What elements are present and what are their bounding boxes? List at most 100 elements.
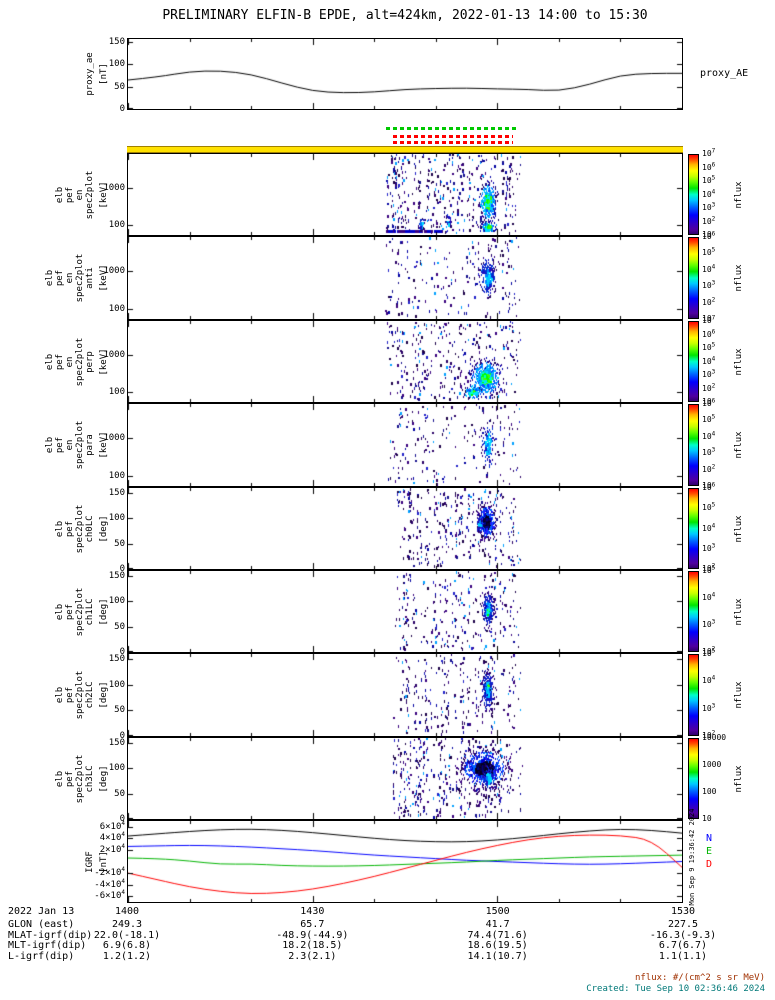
elb_pef_en_spec2plot-colorbar-tick: 107 [702,147,716,158]
elb_pef_spec2plot_ch1LC-panel [127,570,683,653]
elb_pef_en_spec2plot_para-colorbar-tick: 105 [702,413,716,425]
elb_pef_en_spec2plot-ylabel-word: spec2plot [85,170,95,219]
elb_pef_spec2plot_ch1LC-ylabel-unit: [deg] [99,597,109,626]
elb_pef_spec2plot_ch2LC-colorbar [688,654,699,736]
elb_pef_spec2plot_ch3LC-ylabel-word: pef [65,770,75,787]
elb_pef_en_spec2plot_perp-colorbar-tick: 106 [702,327,716,339]
ephemeris-row-value: -48.9(-44.9) [276,929,349,941]
ephemeris-row-value: 6.7(6.7) [658,940,708,951]
elb_pef_spec2plot_ch2LC-ytick-label: 0 [119,731,125,741]
elb_pef_spec2plot_ch3LC-colorbar-tick: 1000 [702,760,722,769]
elb_pef_spec2plot_ch3LC-ylabel-word: ch3LC [85,764,95,793]
igrf-ytick-label: -4×104 [94,877,125,890]
elb_pef_en_spec2plot-ytick-label: 100 [108,220,125,231]
elb_pef_en_spec2plot_perp-panel [127,320,683,403]
elb_pef_en_spec2plot_para-ylabel-word: elb [45,436,55,454]
elb_pef_spec2plot_ch1LC-ytick-label: 50 [114,621,125,632]
elb_pef_spec2plot_ch0LC-colorbar-tick: 105 [702,501,716,513]
time-tick-label: 1500 [485,906,510,917]
igrf-ytick-label: -6×104 [94,889,125,902]
elb_pef_spec2plot_ch2LC-panel [127,653,683,737]
igrf-panel [127,820,683,903]
elb_pef_spec2plot_ch1LC-canvas [128,571,682,652]
elb_pef_en_spec2plot_perp-colorbar-tick: 102 [702,381,716,393]
elb_pef_spec2plot_ch3LC-ytick-label: 0 [119,814,125,824]
ephemeris-row-value: 1.1(1.1) [658,950,708,962]
elb_pef_en_spec2plot_para-ylabel-word: spec2plot [75,420,85,470]
ephemeris-row-value: 41.7 [485,919,510,930]
red-interval-markers [392,141,514,144]
ephemeris-row-value: 74.4(71.6) [467,929,528,941]
elb_pef_en_spec2plot_perp-colorbar-tick: 103 [702,368,716,379]
elb_pef_en_spec2plot_anti-ylabel-word: elb [45,269,55,287]
elb_pef_en_spec2plot_para-colorbar-tick: 10 [702,481,712,490]
elb_pef_en_spec2plot_para-colorbar-title: nflux [734,431,744,459]
red-interval-markers [392,135,514,138]
elb_pef_en_spec2plot_perp-colorbar-tick: 104 [702,354,716,366]
elb_pef_spec2plot_ch3LC-ylabel-word: spec2plot [75,754,85,803]
elb_pef_en_spec2plot_anti-ylabel-word: anti [85,267,95,289]
igrf-ytick-label: 4×104 [99,831,125,844]
elb_pef_en_spec2plot_perp-canvas [128,321,682,402]
ephemeris-row-label: L-igrf(dip) [8,950,75,962]
elb_pef_en_spec2plot-panel [127,153,683,236]
elb_pef_spec2plot_ch0LC-colorbar-title: nflux [734,514,744,543]
elb_pef_en_spec2plot_para-ytick-label: 1000 [103,433,125,444]
elb_pef_en_spec2plot-colorbar-tick: 10 [702,230,712,239]
elb_pef_spec2plot_ch2LC-ytick-label: 50 [114,705,125,716]
elb_pef_spec2plot_ch2LC-colorbar-tick: 104 [702,674,716,686]
elb_pef_en_spec2plot-ylabel-word: en [75,189,85,200]
elb_pef_spec2plot_ch0LC-ytick-label: 0 [119,564,125,574]
elb_pef_spec2plot_ch0LC-panel [127,487,683,570]
proxy_ae-ytick-label: 100 [108,59,125,70]
elb_pef_en_spec2plot-canvas [128,154,682,235]
elb_pef_spec2plot_ch0LC-ylabel-word: elb [55,520,65,537]
elb_pef_spec2plot_ch0LC-ytick-label: 50 [114,538,125,549]
elb_pef_spec2plot_ch2LC-ylabel-unit: [deg] [99,681,109,709]
ephemeris-row-value: -16.3(-9.3) [649,929,717,941]
proxy_ae-ylabel-word: proxy_ae [85,52,95,96]
elb_pef_en_spec2plot-colorbar-tick: 103 [702,201,716,212]
elb_pef_en_spec2plot-ylabel-word: pef [65,186,75,203]
elb_pef_spec2plot_ch1LC-colorbar-tick: 104 [702,591,716,602]
elb_pef_en_spec2plot-colorbar-tick: 104 [702,187,716,199]
igrf-ytick-label: -2×104 [94,866,125,879]
elb_pef_spec2plot_ch1LC-colorbar-tick: 102 [702,645,716,656]
ephemeris-row-value: 65.7 [300,919,325,930]
elb_pef_en_spec2plot-colorbar [688,154,699,235]
elb_pef_spec2plot_ch1LC-ytick-label: 0 [119,647,125,657]
elb_pef_spec2plot_ch2LC-ylabel-word: ch2LC [85,681,95,709]
elb_pef_spec2plot_ch3LC-colorbar [688,738,699,819]
elb_pef_en_spec2plot-ylabel-word: elb [55,186,65,203]
elb_pef_en_spec2plot-colorbar-tick: 106 [702,160,716,172]
elb_pef_spec2plot_ch3LC-colorbar-tick: 10 [702,814,712,823]
science-zone-bar [127,146,683,153]
elb_pef_spec2plot_ch2LC-ylabel-word: elb [55,686,65,704]
date-label: 2022 Jan 13 [8,906,75,917]
elb_pef_spec2plot_ch0LC-ytick-label: 150 [108,488,125,499]
elb_pef_spec2plot_ch3LC-ytick-label: 100 [108,763,125,774]
elb_pef_en_spec2plot_anti-colorbar-tick: 105 [702,246,716,258]
page-title: PRELIMINARY ELFIN-B EPDE, alt=424km, 202… [162,8,648,23]
elb_pef_en_spec2plot_perp-ylabel-word: pef [55,353,65,370]
elb_pef_en_spec2plot_perp-ylabel-word: spec2plot [75,337,85,386]
green-interval-markers [386,127,517,130]
elb_pef_en_spec2plot_para-ylabel-word: pef [55,436,65,454]
elb_pef_en_spec2plot_anti-panel [127,236,683,320]
elb_pef_en_spec2plot_anti-colorbar-title: nflux [734,264,744,292]
elb_pef_spec2plot_ch0LC-ylabel-word: pef [65,520,75,537]
elb_pef_en_spec2plot_para-colorbar-tick: 106 [702,397,716,408]
ephemeris-row-label: MLT-igrf(dip) [8,940,87,951]
elb_pef_spec2plot_ch0LC-colorbar-tick: 106 [702,481,716,492]
elb_pef_spec2plot_ch0LC-ytick-label: 100 [108,513,125,524]
elb_pef_en_spec2plot_anti-canvas [128,237,682,319]
ephemeris-row-value: 18.2(18.5) [282,940,343,951]
elb_pef_spec2plot_ch1LC-colorbar-tick: 105 [702,564,716,575]
elb_pef_spec2plot_ch3LC-colorbar-title: nflux [734,764,744,793]
ephemeris-row-value: 6.9(6.8) [102,940,152,951]
elb_pef_en_spec2plot_perp-colorbar-tick: 10 [702,397,712,406]
igrf-ytick-label: 6×104 [99,819,125,832]
elb_pef_en_spec2plot_anti-colorbar-tick: 10 [702,314,712,323]
elb_pef_en_spec2plot_perp-colorbar [688,321,699,402]
